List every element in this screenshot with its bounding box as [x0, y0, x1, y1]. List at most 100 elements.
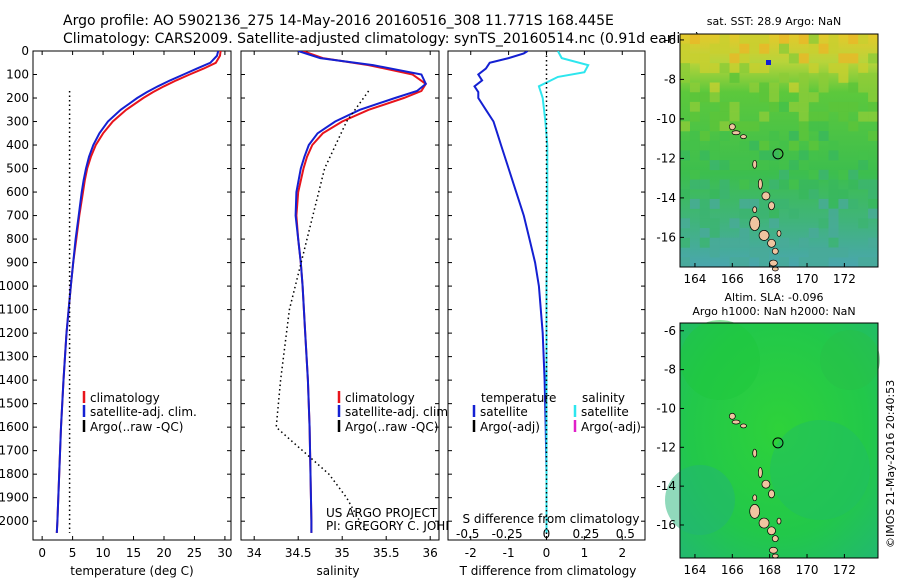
island	[728, 123, 736, 131]
legend-label-temp-argo: Argo(-adj)	[480, 420, 540, 434]
sst-pixel	[788, 101, 799, 112]
series-line-satellite-adj-clim-	[55, 51, 220, 533]
lon-tick-label: 164	[683, 272, 706, 286]
sst-pixel	[749, 121, 760, 132]
temperature-panel: 0 5 10 15 20 25 30 temperature (deg C) climato…	[32, 50, 233, 578]
sst-pixel	[848, 82, 859, 93]
sst-pixel	[729, 218, 740, 229]
sst-pixel	[709, 43, 720, 54]
sst-pixel	[788, 140, 799, 151]
sst-pixel	[769, 131, 780, 141]
sst-pixel	[739, 228, 750, 238]
island	[740, 423, 747, 429]
sst-pixel	[779, 198, 789, 209]
x-tick-label: 0	[543, 546, 551, 560]
sst-pixel	[858, 111, 869, 122]
island	[757, 178, 763, 190]
lat-tick-label: -14	[656, 191, 676, 205]
sst-pixel	[759, 34, 770, 44]
sst-pixel	[858, 160, 869, 171]
sst-pixel	[709, 111, 720, 122]
sst-pixel	[828, 208, 839, 219]
sst-pixel	[808, 179, 819, 190]
x-tick-label: 20	[156, 546, 171, 560]
sst-pixel	[838, 53, 849, 64]
sst-pixel	[719, 43, 730, 54]
sst-pixel	[680, 237, 690, 248]
sst-pixel	[759, 198, 770, 209]
depth-tick-label: 800	[6, 232, 29, 246]
lat-tick-label: -16	[656, 518, 676, 532]
lat-tick-label: -6	[664, 324, 676, 338]
island	[752, 494, 758, 502]
sst-pixel	[808, 34, 819, 44]
float-position-marker	[772, 437, 784, 449]
s-tick-label: -0.25	[492, 527, 523, 541]
sst-pixel	[699, 237, 710, 248]
sst-pixel	[749, 247, 760, 258]
sst-pixel	[798, 34, 809, 44]
depth-tick-label: 2000	[0, 514, 29, 528]
sst-pixel	[798, 257, 809, 268]
sst-pixel	[766, 60, 771, 65]
sst-pixel	[828, 218, 839, 229]
sst-pixel	[739, 198, 750, 209]
sst-pixel	[868, 72, 879, 83]
sst-pixel	[868, 111, 879, 122]
sst-pixel	[709, 150, 720, 161]
sst-pixel	[749, 63, 760, 74]
sst-pixel	[798, 101, 809, 112]
sst-pixel	[848, 179, 859, 190]
temperature-ticks: 0 5 10 15 20 25 30	[33, 50, 233, 560]
sst-pixel	[719, 111, 730, 122]
salinity-plot-frame	[240, 50, 440, 541]
salinity-legend: climatology satellite-adj. clim. Argo(..…	[337, 391, 452, 434]
sst-pixel	[858, 179, 869, 190]
island	[731, 419, 741, 425]
sst-pixel	[699, 228, 710, 238]
x-tick-label: 34	[247, 546, 262, 560]
x-tick-label: 10	[95, 546, 110, 560]
sst-pixel	[719, 121, 730, 132]
sst-pixel	[759, 111, 770, 122]
sla-map-title2: Argo h1000: NaN h2000: NaN	[692, 305, 855, 318]
island	[758, 517, 770, 529]
island	[761, 191, 771, 201]
sst-pixel	[798, 111, 809, 122]
sst-pixel	[709, 228, 720, 238]
legend-label-climatology: climatology	[90, 391, 160, 405]
sst-pixel	[699, 208, 710, 219]
sst-pixel	[729, 257, 740, 268]
sst-pixel	[699, 198, 710, 209]
x-tick-label: 0	[38, 546, 46, 560]
sst-pixel	[868, 179, 879, 190]
sst-pixel	[680, 140, 690, 151]
sst-pixel	[689, 140, 700, 151]
sst-pixel	[709, 237, 720, 248]
sst-pixel	[808, 169, 819, 180]
sla-map: Altim. SLA: -0.096 Argo h1000: NaN h2000…	[656, 291, 880, 577]
legend-label-climatology: climatology	[345, 391, 415, 405]
sst-pixel	[759, 63, 770, 74]
depth-tick-label: 500	[6, 162, 29, 176]
sla-map-shading	[665, 320, 880, 535]
header-line2: Climatology: CARS2009. Satellite-adjuste…	[63, 31, 700, 47]
legend-label-satellite-adj: satellite-adj. clim.	[90, 405, 197, 419]
sst-pixel	[828, 189, 839, 200]
sst-pixel	[868, 189, 879, 200]
sst-pixel	[689, 101, 700, 112]
x-tick-label: 36	[423, 546, 438, 560]
salinity-ticks: 34 34.5 35 35.5 36	[241, 50, 439, 560]
sst-pixel	[689, 92, 700, 103]
sst-pixel	[828, 101, 839, 112]
legend-label-argo: Argo(..raw -QC)	[345, 420, 438, 434]
sst-pixel	[798, 179, 809, 190]
sst-pixel	[729, 111, 740, 122]
sst-pixel	[788, 160, 799, 171]
x-tick-label: 15	[126, 546, 141, 560]
sst-pixel	[868, 92, 879, 103]
sst-pixel	[729, 53, 740, 64]
sst-pixel	[689, 82, 700, 93]
sst-pixel	[798, 92, 809, 103]
sst-pixel	[709, 247, 720, 258]
